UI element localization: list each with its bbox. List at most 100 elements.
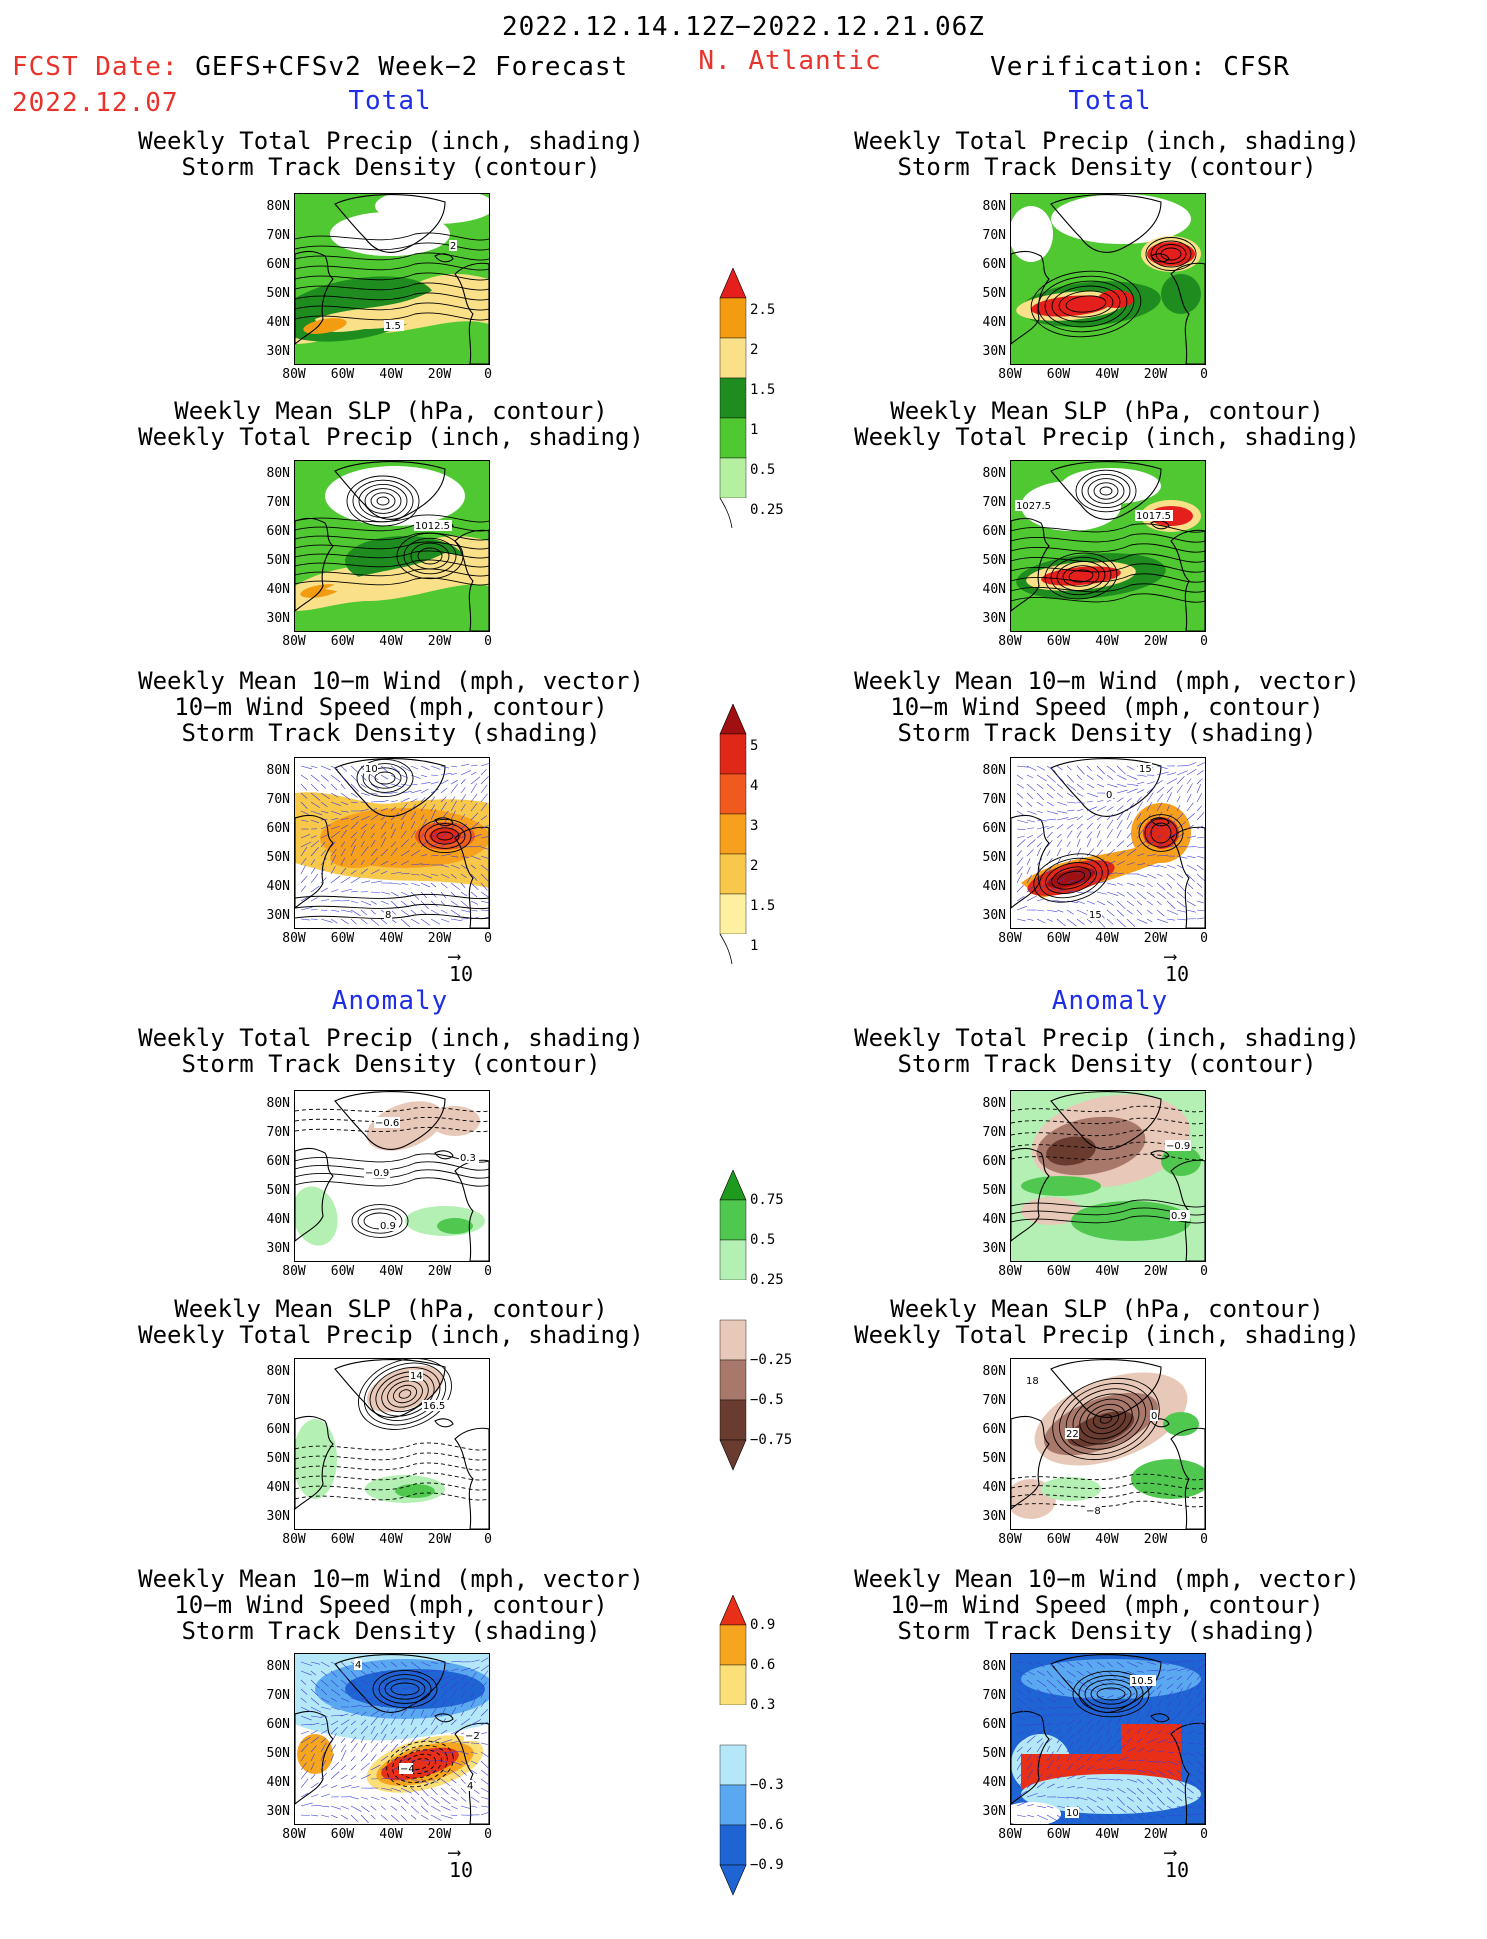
map-frame: 10 8	[294, 757, 490, 929]
vector-reference: ⟶10	[449, 952, 473, 986]
svg-text:0: 0	[1106, 790, 1112, 801]
lat-tick-label: 50N	[256, 1451, 290, 1466]
panel-title-line: Weekly Total Precip (inch, shading)	[91, 1025, 691, 1051]
lat-tick-label: 30N	[972, 1804, 1006, 1819]
svg-text:10: 10	[365, 764, 378, 775]
contour-label: 10	[1065, 1807, 1079, 1819]
svg-text:−0.6: −0.6	[375, 1118, 399, 1129]
lat-tick-label: 70N	[972, 1125, 1006, 1140]
lat-tick-label: 60N	[972, 1154, 1006, 1169]
fcst-date-label: FCST Date: GEFS+CFSv2 Week−2 Forecast	[12, 52, 628, 82]
lon-tick-label: 80W	[990, 1827, 1030, 1842]
lat-tick-label: 70N	[972, 228, 1006, 243]
colorbar-segment	[720, 1705, 746, 1745]
lat-tick-label: 70N	[256, 1393, 290, 1408]
fcst-label: FCST Date:	[12, 52, 179, 82]
colorbar-tick-label: 1.5	[750, 382, 775, 398]
lon-tick-label: 60W	[1039, 1532, 1079, 1547]
contour-label: 2	[449, 240, 457, 252]
lon-tick-label: 0	[1184, 367, 1224, 382]
lat-tick-label: 40N	[256, 879, 290, 894]
lon-tick-label: 40W	[371, 1532, 411, 1547]
contour-label: 0	[1150, 1410, 1158, 1422]
contour-label: 4	[354, 1659, 362, 1671]
contour-label: −0.9	[364, 1167, 390, 1179]
lat-tick-label: 30N	[256, 908, 290, 923]
contour-label: 10	[364, 763, 378, 775]
svg-text:16.5: 16.5	[423, 1401, 445, 1412]
verification-label: Verification: CFSR	[960, 52, 1320, 82]
svg-text:1017.5: 1017.5	[1136, 511, 1171, 522]
lon-tick-label: 0	[1184, 1827, 1224, 1842]
panel-title-line: Weekly Mean SLP (hPa, contour)	[91, 1296, 691, 1322]
contour-label: 0.9	[379, 1220, 399, 1232]
colorbar-tick-label: 1	[750, 422, 758, 438]
contour-label: 22	[1065, 1428, 1079, 1440]
lat-tick-label: 50N	[256, 850, 290, 865]
arrow-right-icon: ⟶	[1165, 952, 1189, 962]
lat-tick-label: 40N	[972, 879, 1006, 894]
lat-tick-label: 40N	[256, 582, 290, 597]
svg-text:15: 15	[1139, 764, 1152, 775]
colorbar-track_anom	[718, 1595, 748, 1939]
colorbar-tick-label: −0.6	[750, 1817, 784, 1833]
panel-title-line: 10−m Wind Speed (mph, contour)	[91, 694, 691, 720]
lon-tick-label: 40W	[1087, 1827, 1127, 1842]
lat-tick-label: 40N	[256, 315, 290, 330]
svg-text:2: 2	[450, 241, 456, 252]
lon-tick-label: 40W	[371, 1827, 411, 1842]
shading-region	[1041, 1477, 1101, 1501]
arrow-right-icon: ⟶	[449, 1848, 473, 1858]
vector-reference: ⟶10	[1165, 952, 1189, 986]
contour-label: 18	[1025, 1375, 1039, 1387]
panel-title-line: Storm Track Density (contour)	[807, 154, 1407, 180]
lon-tick-label: 40W	[371, 634, 411, 649]
lat-tick-label: 50N	[972, 1183, 1006, 1198]
lon-tick-label: 60W	[323, 634, 363, 649]
lat-tick-label: 50N	[972, 850, 1006, 865]
panel-title-line: 10−m Wind Speed (mph, contour)	[807, 1592, 1407, 1618]
lat-tick-label: 50N	[972, 286, 1006, 301]
lat-tick-label: 40N	[256, 1212, 290, 1227]
colorbar-segment	[720, 1625, 746, 1665]
lat-tick-label: 30N	[972, 1509, 1006, 1524]
colorbar-segment	[720, 1825, 746, 1865]
panel-title-line: Storm Track Density (contour)	[91, 154, 691, 180]
lat-tick-label: 80N	[256, 1364, 290, 1379]
colorbar-precip_anom	[718, 1170, 748, 1514]
contour-label: 8	[384, 909, 392, 921]
svg-text:22: 22	[1066, 1429, 1079, 1440]
contour-label: 1.5	[384, 320, 404, 332]
panel-title-line: 10−m Wind Speed (mph, contour)	[91, 1592, 691, 1618]
colorbar-tick-label: 3	[750, 818, 758, 834]
lon-tick-label: 20W	[420, 931, 460, 946]
vector-reference-value: 10	[449, 962, 473, 986]
colorbar-segment	[720, 1320, 746, 1360]
svg-text:1.5: 1.5	[385, 321, 401, 332]
vector-reference-value: 10	[449, 1858, 473, 1882]
lon-tick-label: 80W	[274, 931, 314, 946]
shading-region	[395, 1484, 435, 1498]
panel-title-line: Weekly Total Precip (inch, shading)	[807, 1025, 1407, 1051]
lon-tick-label: 60W	[1039, 1827, 1079, 1842]
colorbar-segment	[720, 1170, 746, 1200]
lat-tick-label: 80N	[972, 1096, 1006, 1111]
contour-label: 1017.5	[1135, 510, 1173, 522]
lat-tick-label: 60N	[972, 821, 1006, 836]
colorbar-segment	[720, 498, 746, 528]
svg-text:10.5: 10.5	[1131, 1676, 1153, 1687]
panel-title-line: Weekly Mean 10−m Wind (mph, vector)	[807, 1566, 1407, 1592]
lon-tick-label: 60W	[323, 1827, 363, 1842]
lat-tick-label: 50N	[256, 1183, 290, 1198]
panel-title-line: Weekly Mean 10−m Wind (mph, vector)	[91, 668, 691, 694]
svg-text:−2: −2	[465, 1731, 480, 1742]
lat-tick-label: 40N	[972, 1212, 1006, 1227]
lat-tick-label: 60N	[972, 524, 1006, 539]
colorbar-tick-label: 0.5	[750, 462, 775, 478]
colorbar-segment	[720, 1200, 746, 1240]
panel-title-line: Storm Track Density (contour)	[91, 1051, 691, 1077]
lat-tick-label: 40N	[256, 1480, 290, 1495]
lon-tick-label: 0	[1184, 1264, 1224, 1279]
lon-tick-label: 20W	[420, 1827, 460, 1842]
lat-tick-label: 30N	[256, 1241, 290, 1256]
